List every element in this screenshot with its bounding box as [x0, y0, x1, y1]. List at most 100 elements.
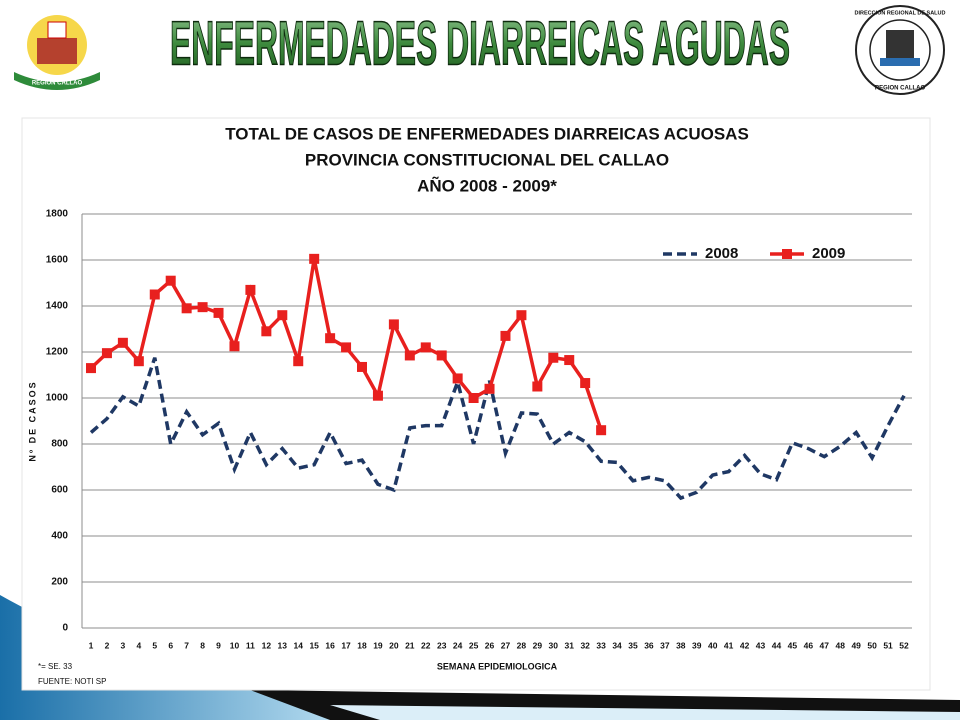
- x-tick-label: 5: [152, 640, 157, 650]
- x-tick-label: 47: [820, 640, 830, 650]
- x-tick-label: 12: [262, 640, 272, 650]
- x-tick-label: 19: [373, 640, 383, 650]
- x-axis-label: SEMANA EPIDEMIOLOGICA: [437, 661, 558, 671]
- x-tick-label: 23: [437, 640, 447, 650]
- marker: [277, 310, 288, 321]
- x-tick-label: 13: [278, 640, 288, 650]
- x-tick-label: 17: [341, 640, 351, 650]
- logo-text: REGION CALLAO: [32, 81, 83, 87]
- legend-marker: [782, 249, 792, 259]
- marker: [181, 303, 192, 314]
- chart: TOTAL DE CASOS DE ENFERMEDADES DIARREICA…: [27, 124, 748, 686]
- marker: [117, 337, 128, 348]
- x-tick-label: 44: [772, 640, 782, 650]
- x-tick-label: 3: [121, 640, 126, 650]
- marker: [101, 348, 112, 359]
- x-tick-label: 21: [405, 640, 415, 650]
- marker: [388, 319, 399, 330]
- x-tick-label: 1: [89, 640, 94, 650]
- x-tick-label: 35: [628, 640, 638, 650]
- right-logo: DIRECCION REGIONAL DE SALUD REGION CALLA…: [855, 5, 946, 95]
- marker: [261, 326, 272, 337]
- y-axis-label: Nº DE CASOS: [27, 380, 37, 461]
- chart-frame: [21, 117, 931, 691]
- x-tick-label: 29: [533, 640, 543, 650]
- marker: [229, 341, 240, 352]
- marker: [564, 355, 575, 366]
- marker: [149, 289, 160, 300]
- marker: [420, 342, 431, 353]
- x-tick-label: 10: [230, 640, 240, 650]
- x-tick-label: 16: [325, 640, 335, 650]
- x-tick-label: 46: [804, 640, 814, 650]
- x-tick-label: 36: [644, 640, 654, 650]
- left-logo: REGION CALLAO: [14, 15, 100, 90]
- x-tick-label: 18: [357, 640, 367, 650]
- marker: [372, 390, 383, 401]
- marker: [452, 373, 463, 384]
- marker: [133, 356, 144, 367]
- x-tick-label: 48: [836, 640, 846, 650]
- legend-label: 2009: [812, 245, 845, 262]
- marker: [165, 275, 176, 286]
- x-tick-label: 6: [168, 640, 173, 650]
- y-tick-label: 800: [51, 439, 68, 450]
- chart-title: PROVINCIA CONSTITUCIONAL DEL CALLAO: [305, 150, 669, 169]
- x-tick-label: 34: [612, 640, 622, 650]
- footnote: *= SE. 33: [38, 662, 73, 671]
- marker: [484, 383, 495, 394]
- decor-strip-light: [330, 705, 960, 720]
- marker: [596, 425, 607, 436]
- y-tick-label: 600: [51, 485, 68, 496]
- logo-text: DIRECCION REGIONAL DE SALUD: [855, 10, 946, 16]
- x-tick-label: 30: [549, 640, 559, 650]
- marker: [532, 381, 543, 392]
- y-tick-label: 1000: [46, 393, 69, 404]
- x-tick-label: 25: [469, 640, 479, 650]
- x-tick-label: 38: [676, 640, 686, 650]
- marker: [197, 302, 208, 313]
- logo-text: REGION CALLAO: [875, 86, 926, 92]
- marker: [245, 284, 256, 295]
- y-tick-label: 200: [51, 577, 68, 588]
- x-tick-label: 2: [105, 640, 110, 650]
- marker: [580, 378, 591, 389]
- marker: [516, 310, 527, 321]
- marker: [436, 350, 447, 361]
- marker: [341, 342, 352, 353]
- marker: [548, 352, 559, 363]
- footnote: FUENTE: NOTI SP: [38, 677, 106, 686]
- x-tick-label: 49: [851, 640, 861, 650]
- y-tick-label: 1800: [46, 209, 69, 220]
- x-tick-label: 33: [596, 640, 606, 650]
- x-tick-label: 11: [246, 640, 255, 650]
- marker: [325, 333, 336, 344]
- y-tick-label: 0: [62, 623, 68, 634]
- x-tick-label: 50: [867, 640, 877, 650]
- x-tick-label: 28: [517, 640, 527, 650]
- x-tick-label: 9: [216, 640, 221, 650]
- x-tick-label: 42: [740, 640, 750, 650]
- marker: [213, 307, 224, 318]
- x-tick-label: 14: [294, 640, 304, 650]
- x-tick-label: 43: [756, 640, 766, 650]
- x-tick-label: 39: [692, 640, 702, 650]
- x-tick-label: 52: [899, 640, 909, 650]
- y-tick-label: 1600: [46, 255, 69, 266]
- x-tick-label: 41: [724, 640, 734, 650]
- x-tick-label: 27: [501, 640, 511, 650]
- marker: [404, 350, 415, 361]
- x-tick-label: 51: [883, 640, 893, 650]
- marker: [468, 393, 479, 403]
- x-tick-label: 37: [660, 640, 670, 650]
- x-tick-label: 20: [389, 640, 399, 650]
- slide-title: ENFERMEDADES DIARREICAS AGUDAS: [170, 9, 790, 78]
- y-tick-label: 1400: [46, 301, 69, 312]
- x-tick-label: 40: [708, 640, 718, 650]
- legend-label: 2008: [705, 245, 738, 262]
- marker: [86, 363, 96, 374]
- x-tick-label: 7: [184, 640, 189, 650]
- x-tick-label: 24: [453, 640, 463, 650]
- x-tick-label: 45: [788, 640, 798, 650]
